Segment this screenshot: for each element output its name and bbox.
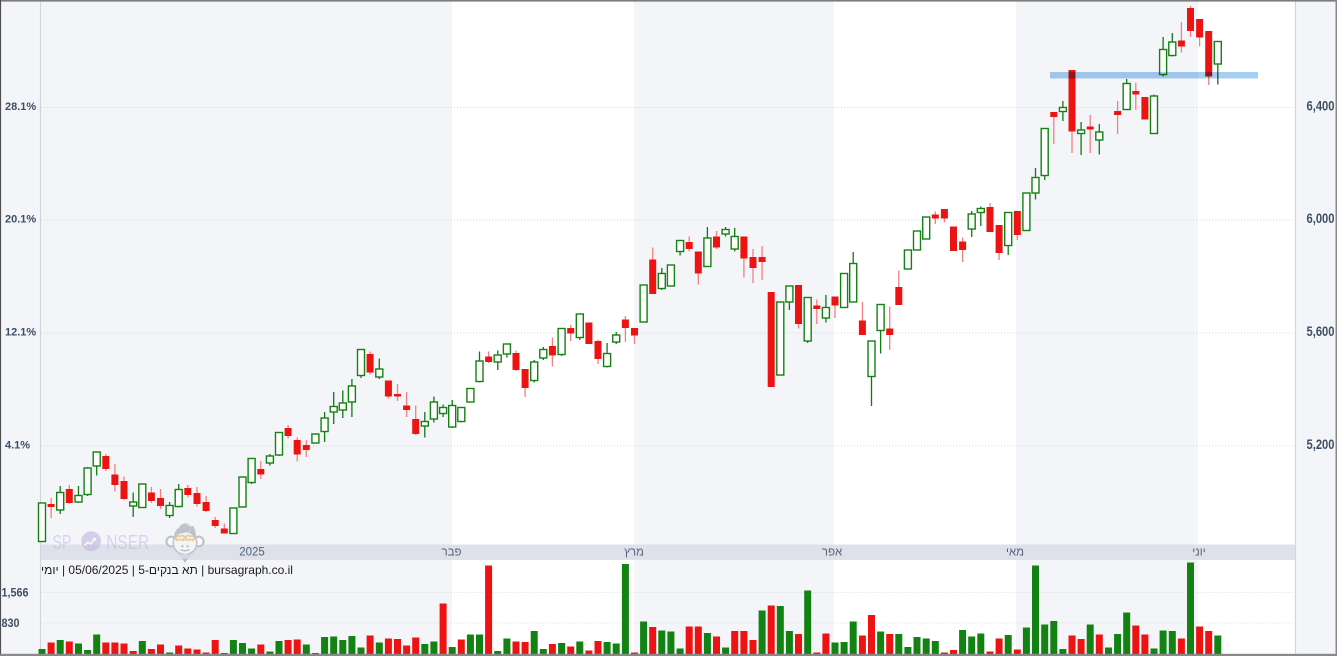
- svg-text:28.1%: 28.1%: [5, 101, 36, 113]
- svg-text:20.1%: 20.1%: [5, 214, 36, 226]
- svg-text:מרץ: מרץ: [624, 547, 644, 559]
- svg-text:5,600: 5,600: [1307, 324, 1335, 339]
- svg-text:1,566: 1,566: [2, 587, 29, 599]
- svg-text:‎יומי‎ | 05/06/2025 | תא בנקים: ‎יומי‎ | 05/06/2025 | תא בנקים-5‎ | burs…: [41, 563, 293, 577]
- svg-text:פבר: פבר: [441, 547, 461, 559]
- svg-text:6,400: 6,400: [1307, 98, 1335, 113]
- svg-text:2025: 2025: [239, 547, 265, 559]
- svg-text:מאי: מאי: [1006, 547, 1024, 559]
- svg-text:6,000: 6,000: [1307, 211, 1335, 226]
- svg-text:5,200: 5,200: [1307, 437, 1335, 452]
- svg-text:12.1%: 12.1%: [5, 327, 36, 339]
- svg-text:4.1%: 4.1%: [5, 440, 30, 452]
- svg-text:830: 830: [2, 618, 20, 630]
- svg-text:יוני: יוני: [1192, 547, 1205, 559]
- svg-text:אפר: אפר: [822, 547, 843, 559]
- svg-text:SP: SP: [53, 531, 72, 554]
- svg-text:NSER: NSER: [106, 531, 149, 554]
